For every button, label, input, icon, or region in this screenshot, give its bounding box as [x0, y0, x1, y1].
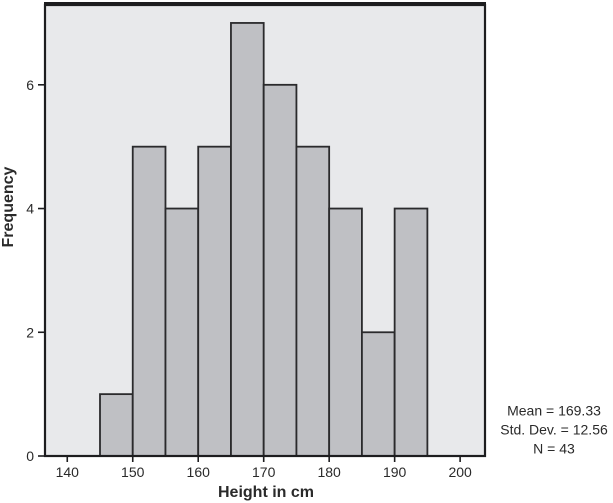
x-axis-tick-label: 190: [383, 464, 407, 480]
x-axis-tick-label: 160: [187, 464, 211, 480]
y-axis-tick-label: 4: [26, 201, 34, 217]
x-axis-title: Height in cm: [217, 484, 315, 501]
x-axis-tick-label: 180: [317, 464, 341, 480]
histogram-bar: [197, 145, 232, 457]
y-axis-tick-label: 0: [26, 448, 34, 464]
x-axis-tick-label: 170: [252, 464, 276, 480]
y-axis-tick-label: 6: [26, 77, 34, 93]
x-axis-tick-label: 140: [56, 464, 80, 480]
y-axis-title: Frequency: [0, 166, 17, 248]
histogram-bar: [328, 207, 363, 457]
histogram-bar: [164, 207, 200, 457]
stat-std-dev: Std. Dev. = 12.56: [500, 421, 608, 438]
y-axis-tick-label: 2: [26, 324, 34, 340]
histogram-bar: [230, 22, 265, 457]
histogram-bar: [393, 207, 429, 457]
histogram-bar: [131, 145, 167, 457]
stat-mean: Mean = 169.33: [507, 402, 601, 419]
stat-n: N = 43: [533, 440, 575, 457]
x-axis-tick-label: 200: [448, 464, 472, 480]
histogram-bar: [295, 145, 331, 457]
stats-box: Mean = 169.33 Std. Dev. = 12.56 N = 43: [500, 402, 608, 459]
histogram-bar: [361, 331, 396, 457]
histogram-bar: [262, 83, 298, 457]
x-axis-tick-label: 150: [121, 464, 145, 480]
histogram-bar: [99, 393, 134, 457]
